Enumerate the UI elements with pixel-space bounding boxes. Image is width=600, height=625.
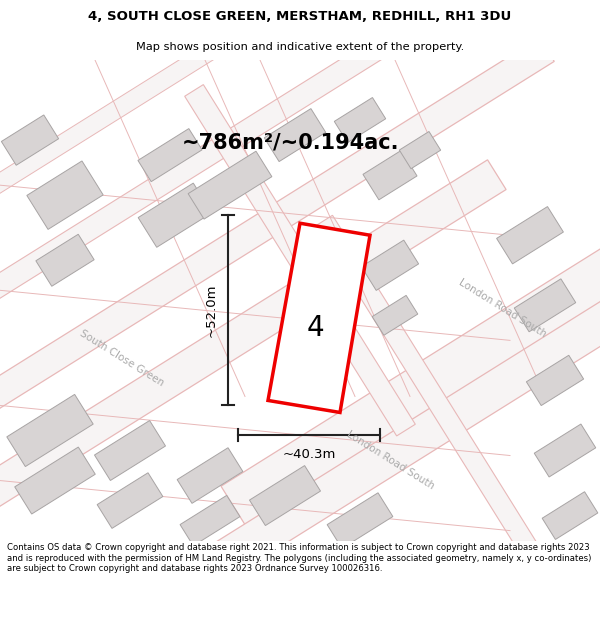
Polygon shape xyxy=(180,496,240,546)
Polygon shape xyxy=(250,466,320,526)
Text: South Close Green: South Close Green xyxy=(78,328,166,388)
Polygon shape xyxy=(361,240,419,291)
Polygon shape xyxy=(0,18,418,302)
Text: London Road South: London Road South xyxy=(457,278,548,339)
Polygon shape xyxy=(188,151,272,219)
Polygon shape xyxy=(363,151,417,200)
Polygon shape xyxy=(264,109,326,162)
Polygon shape xyxy=(7,394,93,467)
Polygon shape xyxy=(372,296,418,335)
Polygon shape xyxy=(43,279,600,625)
Text: ~52.0m: ~52.0m xyxy=(205,284,218,337)
Text: 4, SOUTH CLOSE GREEN, MERSTHAM, REDHILL, RH1 3DU: 4, SOUTH CLOSE GREEN, MERSTHAM, REDHILL,… xyxy=(88,10,512,23)
Polygon shape xyxy=(0,160,506,561)
Polygon shape xyxy=(15,447,95,514)
Polygon shape xyxy=(327,492,393,548)
Text: ~40.3m: ~40.3m xyxy=(283,448,335,461)
Polygon shape xyxy=(316,215,544,566)
Polygon shape xyxy=(138,183,212,248)
Polygon shape xyxy=(497,207,563,264)
Polygon shape xyxy=(0,38,554,433)
Polygon shape xyxy=(400,131,440,169)
Polygon shape xyxy=(138,129,202,182)
Polygon shape xyxy=(514,279,576,332)
Polygon shape xyxy=(1,115,59,165)
Text: ~786m²/~0.194ac.: ~786m²/~0.194ac. xyxy=(181,132,399,152)
Polygon shape xyxy=(27,161,103,229)
Polygon shape xyxy=(0,31,235,259)
Polygon shape xyxy=(97,472,163,528)
Polygon shape xyxy=(36,234,94,286)
Polygon shape xyxy=(94,421,166,481)
Text: Contains OS data © Crown copyright and database right 2021. This information is : Contains OS data © Crown copyright and d… xyxy=(7,543,592,573)
Polygon shape xyxy=(526,355,584,406)
Text: Map shows position and indicative extent of the property.: Map shows position and indicative extent… xyxy=(136,42,464,52)
Polygon shape xyxy=(334,98,386,142)
Text: London Road South: London Road South xyxy=(344,429,436,491)
Polygon shape xyxy=(534,424,596,477)
Polygon shape xyxy=(185,84,415,436)
Text: 4: 4 xyxy=(306,314,324,342)
Polygon shape xyxy=(221,168,600,533)
Polygon shape xyxy=(268,223,370,412)
Polygon shape xyxy=(177,448,243,503)
Polygon shape xyxy=(542,492,598,539)
